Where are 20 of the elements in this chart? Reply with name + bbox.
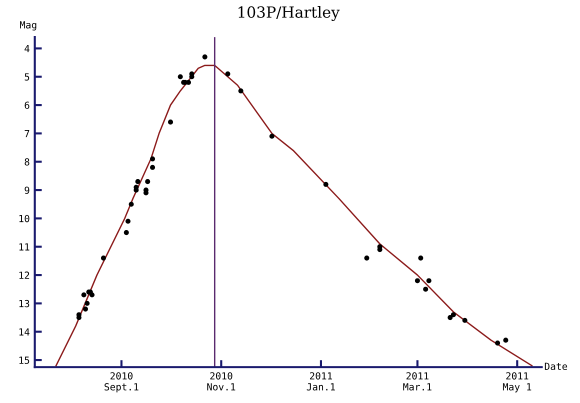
y-tick-label: 7 (24, 130, 30, 138)
y-axis-title: Mag (20, 21, 36, 30)
x-tick-label: 2011 Mar.1 (403, 372, 432, 391)
y-tick-label: 10 (19, 214, 30, 222)
y-tick-label: 12 (19, 272, 30, 279)
y-tick-label: 15 (19, 356, 30, 364)
x-tick-label: 2010 Nov.1 (207, 372, 236, 391)
x-tick-label: 2011 Jan.1 (306, 372, 335, 391)
y-tick-label: 6 (24, 102, 30, 109)
x-tick-label: 2011 May 1 (502, 372, 532, 392)
chart-title: 103P/Hartley (238, 6, 340, 22)
y-tick-label: 8 (24, 158, 30, 166)
y-tick-label: 9 (24, 186, 30, 194)
x-tick-label: 2010 Sept.1 (104, 372, 138, 392)
y-tick-label: 13 (19, 300, 30, 308)
x-axis-title: Date (544, 362, 568, 370)
y-tick-label: 11 (19, 243, 30, 250)
y-tick-label: 5 (24, 73, 30, 81)
y-tick-label: 4 (24, 45, 30, 52)
y-tick-label: 14 (19, 328, 30, 336)
